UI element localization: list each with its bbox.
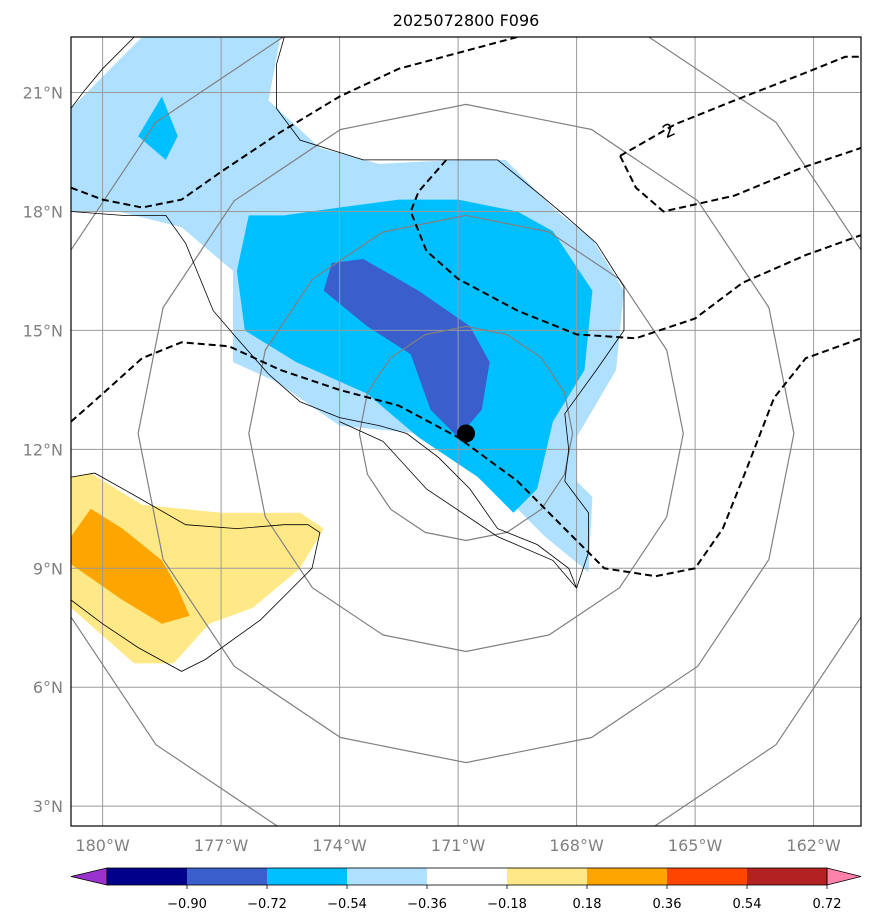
colorbar-tick-label: −0.36 [407,897,447,912]
lat-tick-label: 18°N [23,202,63,221]
latitude-tick-labels: 3°N 6°N 9°N 12°N 15°N 18°N 21°N [23,84,63,817]
thin-contour-line [71,37,135,109]
colorbar-swatch [347,868,428,885]
lon-tick-label: 174°W [312,836,367,855]
colorbar-extend-low [70,867,108,886]
dashed-contours: 2 [71,37,861,578]
colorbar-swatch [507,868,588,885]
colorbar-swatch [667,868,748,885]
colorbar-tick-label: 0.36 [653,897,682,912]
lat-tick-label: 15°N [23,321,63,340]
colorbar-swatch [427,868,508,885]
lat-tick-label: 21°N [23,84,63,103]
lat-tick-label: 12°N [23,440,63,459]
colorbar-tick-label: 0.54 [733,897,762,912]
colorbar-tick-label: 0.72 [813,897,842,912]
dashed-contour-line [409,159,861,340]
range-rings [71,37,861,826]
colorbar-swatch [747,868,828,885]
colorbar [70,867,862,886]
fill-region-core-blue [323,259,490,438]
dashed-contour-line [619,55,861,157]
storm-center-layer [457,424,475,443]
range-ring [248,214,684,653]
colorbar-tick-label: −0.90 [167,897,207,912]
colorbar-tick-label: 0.18 [573,897,602,912]
map-plot-area: 2 [71,37,861,826]
lon-tick-label: 168°W [549,836,604,855]
shaded-anomaly-layer [71,37,624,664]
colorbar-tick-label: −0.54 [327,897,367,912]
colorbar-tick-label: −0.18 [487,897,527,912]
colorbar-outline [106,867,828,886]
colorbar-swatch [267,868,348,885]
range-ring [71,37,861,826]
colorbar-swatch [187,868,268,885]
lat-tick-label: 9°N [33,559,63,578]
colorbar-swatch [587,868,668,885]
lat-tick-label: 3°N [33,797,63,816]
colorbar-swatch [107,868,188,885]
figure-title: 2025072800 F096 [393,11,540,30]
thin-contour-line [275,37,625,589]
thin-contours [71,37,625,672]
colorbar-extend-high [826,867,862,886]
colorbar-tick-labels: −0.90 −0.72 −0.54 −0.36 −0.18 0.18 0.36 0.54 0.7… [167,885,842,912]
lon-tick-label: 180°W [75,836,130,855]
longitude-tick-labels: 180°W 177°W 174°W 171°W 168°W 165°W 162°W [75,836,841,855]
dashed-contour-line [71,337,861,578]
lon-tick-label: 171°W [431,836,486,855]
fill-region-south-west-orange [71,508,190,624]
thin-contour-line [71,211,577,589]
range-ring [358,325,574,542]
storm-center-marker [457,424,475,443]
lon-tick-label: 177°W [194,836,249,855]
map-frame [70,36,862,827]
lon-tick-label: 165°W [668,836,723,855]
lat-tick-label: 6°N [33,678,63,697]
dashed-contour-line [71,37,518,209]
colorbar-tick-label: −0.72 [247,897,287,912]
range-ring [137,103,795,764]
lon-tick-label: 162°W [786,836,841,855]
thin-contour-line [71,472,321,672]
fill-region-north-west-cyan [138,96,178,160]
